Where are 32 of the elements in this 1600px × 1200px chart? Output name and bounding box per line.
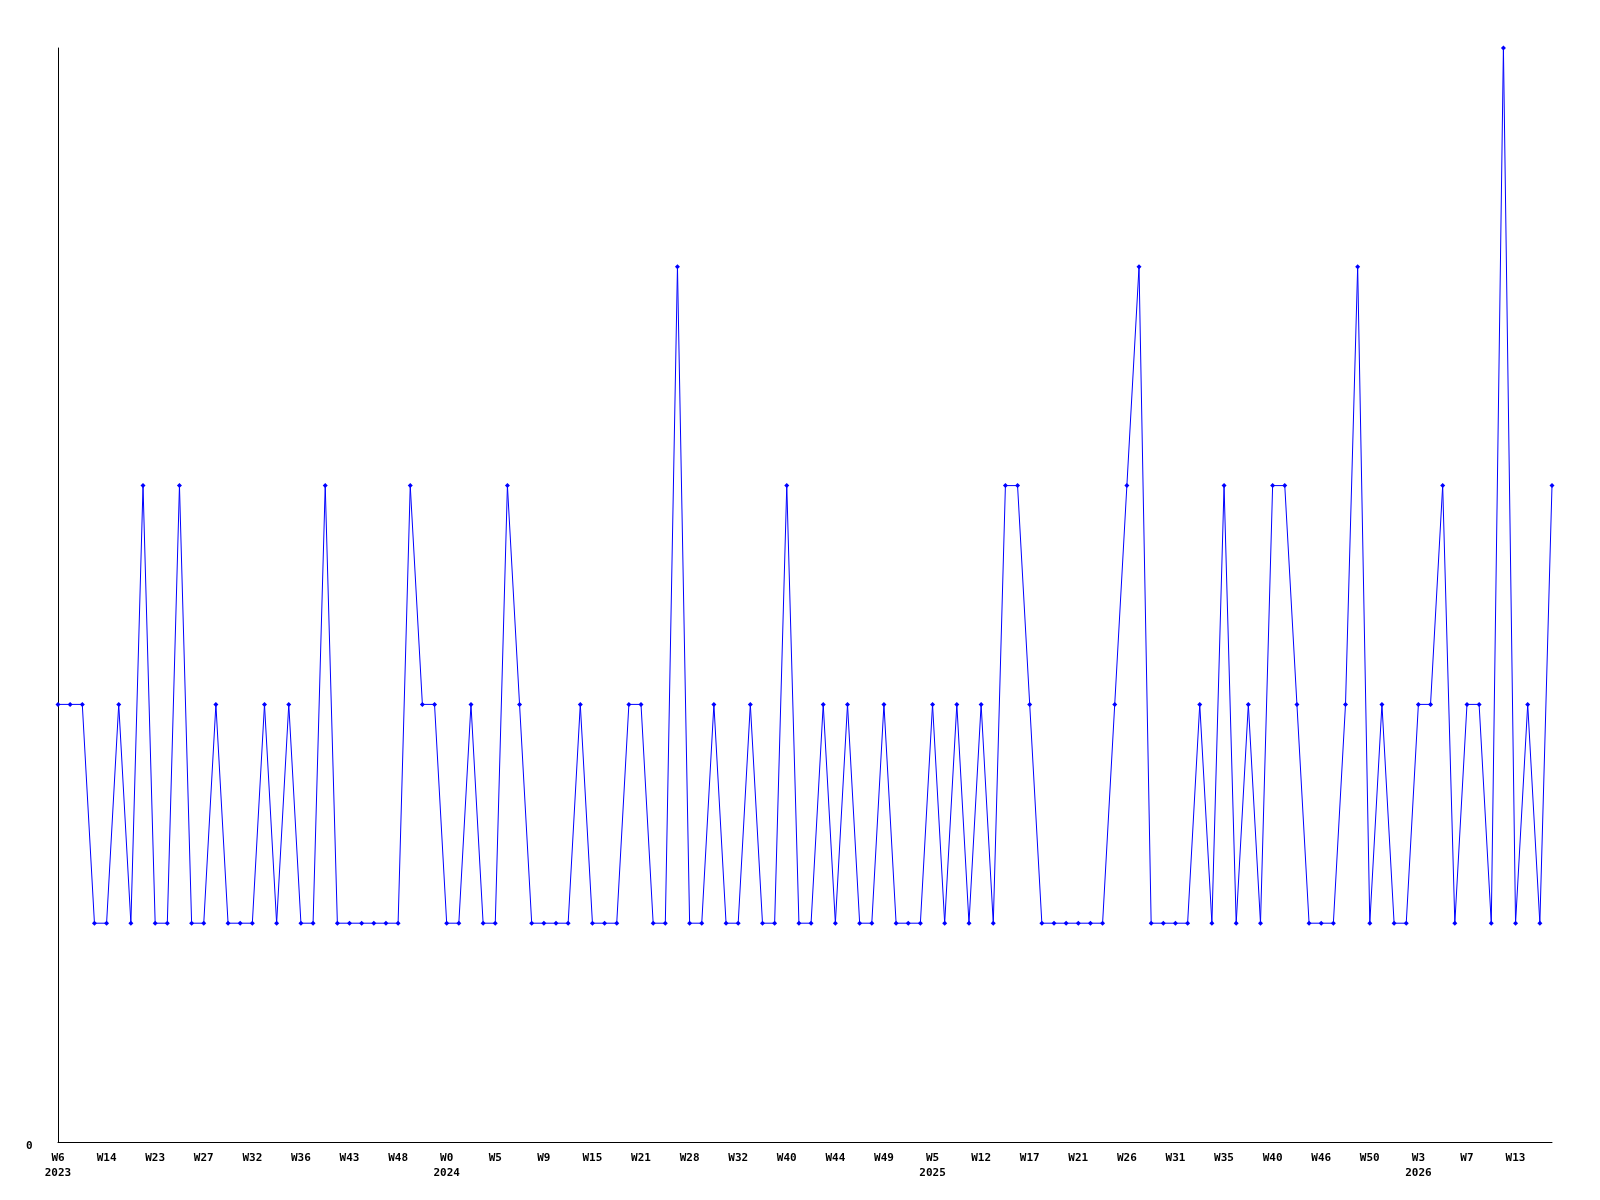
x-tick-label: W12 — [971, 1151, 992, 1164]
x-tick-label: W17 — [1019, 1151, 1040, 1164]
x-tick-label: W7 — [1460, 1151, 1474, 1164]
x-tick-label: W13 — [1505, 1151, 1526, 1164]
x-tick-label: W32 — [242, 1151, 263, 1164]
x-tick-label: W48 — [388, 1151, 409, 1164]
x-tick-label: W27 — [193, 1151, 214, 1164]
x-tick-label: W32 — [728, 1151, 749, 1164]
x-tick-label: W14 — [96, 1151, 117, 1164]
x-tick-label: W23 — [145, 1151, 166, 1164]
x-tick-label: W5 — [488, 1151, 502, 1164]
x-tick-label: W3 2026 — [1405, 1151, 1433, 1179]
x-tick-label: W46 — [1311, 1151, 1332, 1164]
x-tick-label: W43 — [339, 1151, 360, 1164]
x-tick-label: W0 2024 — [433, 1151, 461, 1179]
x-tick-label: W9 — [537, 1151, 551, 1164]
x-tick-label: W35 — [1214, 1151, 1234, 1164]
x-tick-label: W40 — [1262, 1151, 1283, 1164]
x-tick-label: W50 — [1359, 1151, 1380, 1164]
x-tick-label: W28 — [679, 1151, 700, 1164]
x-tick-label: W5 2025 — [919, 1151, 946, 1179]
x-tick-label: W36 — [290, 1151, 312, 1164]
x-tick-label: W26 — [1116, 1151, 1138, 1164]
x-tick-label: W49 — [874, 1151, 894, 1164]
x-tick-label: W21 — [631, 1151, 652, 1164]
x-tick-label: W21 — [1068, 1151, 1089, 1164]
x-tick-label: W6 2023 — [44, 1151, 72, 1179]
text: 0 — [26, 1139, 33, 1152]
x-tick-label: W44 — [825, 1151, 846, 1164]
x-tick-label: W40 — [776, 1151, 797, 1164]
x-tick-label: W15 — [582, 1151, 603, 1164]
x-tick-label: W31 — [1165, 1151, 1186, 1164]
